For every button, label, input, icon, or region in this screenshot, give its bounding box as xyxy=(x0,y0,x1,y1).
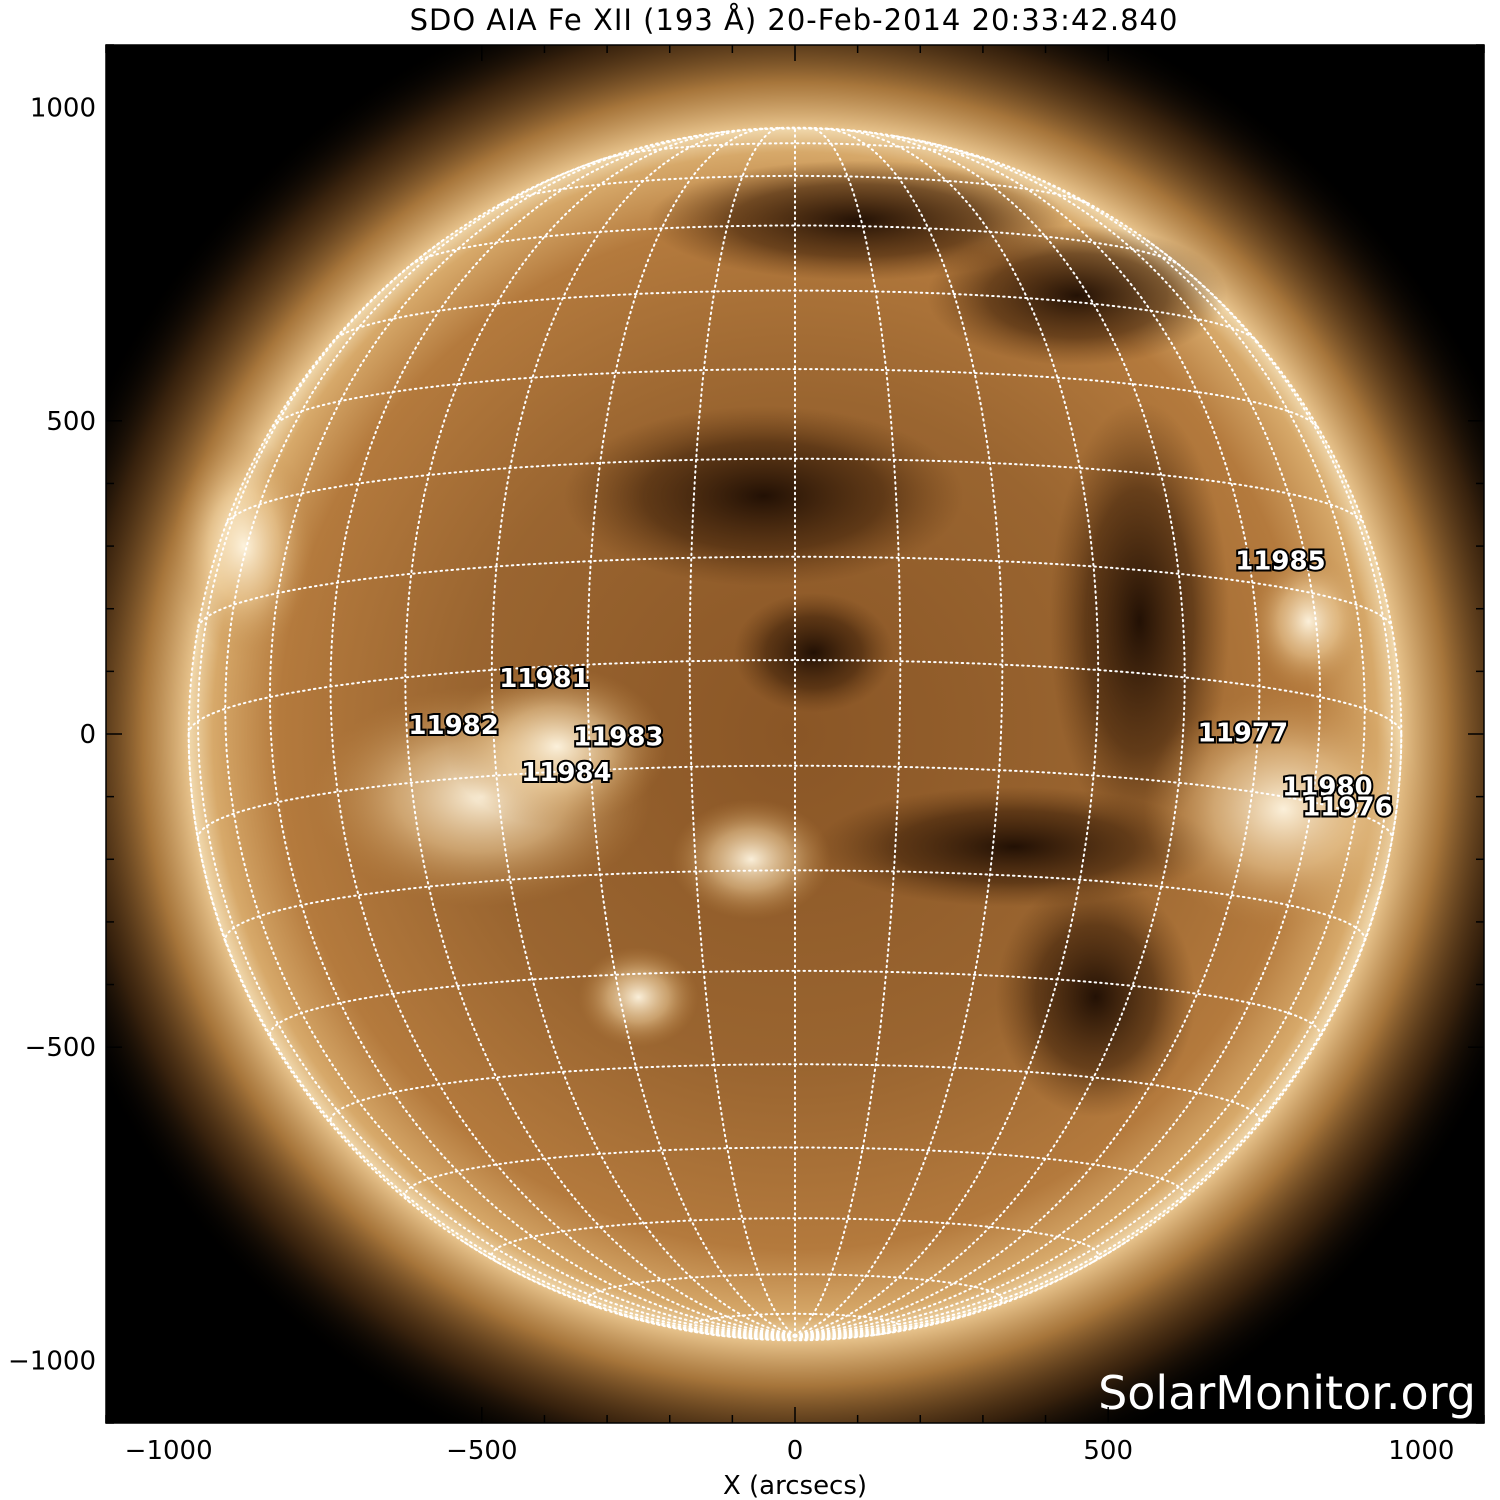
grid-line xyxy=(490,129,796,1337)
active-region-label: 11984 xyxy=(521,758,611,788)
dark-region xyxy=(814,786,1215,907)
grid-line xyxy=(794,127,1004,1337)
solar-limb xyxy=(187,126,1403,1342)
grid-line xyxy=(794,158,1366,1337)
grid-line xyxy=(460,1239,796,1337)
grid-line xyxy=(794,1239,1130,1337)
y-tick-label: 500 xyxy=(46,407,96,437)
x-axis-label: X (arcsecs) xyxy=(723,1471,867,1500)
image-title: SDO AIA Fe XII (193 Å) 20-Feb-2014 20:33… xyxy=(410,3,1179,37)
active-region-brightening xyxy=(1143,689,1424,930)
grid-line xyxy=(268,969,1322,1041)
x-axis: −1000 −500 0 500 1000 xyxy=(105,45,1485,1466)
grid-line xyxy=(187,733,796,1337)
dark-region xyxy=(995,877,1196,1118)
coronal-hole xyxy=(926,225,1227,366)
grid-line xyxy=(196,238,796,1337)
y-tick-label: 0 xyxy=(79,720,96,750)
grid-line xyxy=(794,134,1261,1337)
active-region-label: 11983 xyxy=(573,722,663,752)
y-tick-label: −1000 xyxy=(8,1346,96,1376)
grid-line xyxy=(688,126,796,1337)
active-region-label: 11976 xyxy=(1302,792,1392,822)
grid-line xyxy=(404,130,796,1337)
coronal-hole xyxy=(733,592,894,713)
y-tick-label: 1000 xyxy=(30,94,96,124)
grid-line xyxy=(225,457,1365,525)
active-region-label: 11985 xyxy=(1235,546,1325,576)
grid-line xyxy=(794,140,1322,1337)
watermark: SolarMonitor.org xyxy=(1098,1366,1476,1420)
heliographic-grid xyxy=(187,126,1403,1342)
bright-point xyxy=(671,799,832,920)
active-region-label: 11977 xyxy=(1198,719,1288,749)
x-tick-label: 0 xyxy=(787,1436,804,1466)
grid-line xyxy=(794,1334,818,1341)
grid-line xyxy=(224,158,796,1337)
grid-line xyxy=(187,659,1403,735)
y-tick-label: −500 xyxy=(25,1033,96,1063)
bright-point xyxy=(578,947,699,1048)
grid-line xyxy=(794,126,902,1337)
grid-line xyxy=(794,129,1100,1337)
solar-surface-features xyxy=(173,160,1424,1118)
grid-line xyxy=(599,142,991,161)
x-tick-label: 1000 xyxy=(1388,1436,1454,1466)
grid-line xyxy=(196,764,1394,840)
x-tick-label: −500 xyxy=(446,1436,517,1466)
dark-region xyxy=(563,405,964,586)
active-region-brightening xyxy=(446,666,667,827)
grid-line xyxy=(794,238,1394,1337)
grid-line xyxy=(794,130,1186,1337)
x-tick-label: 500 xyxy=(1083,1436,1133,1466)
active-region-label: 11980 xyxy=(1282,772,1372,802)
grid-line xyxy=(586,127,796,1337)
grid-line xyxy=(794,1334,807,1342)
active-region-label: 11981 xyxy=(499,664,589,694)
grid-line xyxy=(224,869,1366,944)
grid-line xyxy=(268,140,796,1337)
grid-line xyxy=(794,733,1403,1337)
x-tick-label: −1000 xyxy=(125,1436,213,1466)
active-region-label: 11982 xyxy=(408,711,498,741)
active-region-brightening xyxy=(1248,551,1369,692)
limb-brightening xyxy=(173,436,314,657)
y-axis: 1000 500 0 −500 −1000 xyxy=(8,44,1484,1424)
grid-line xyxy=(271,368,1319,428)
grid-line xyxy=(329,134,796,1337)
